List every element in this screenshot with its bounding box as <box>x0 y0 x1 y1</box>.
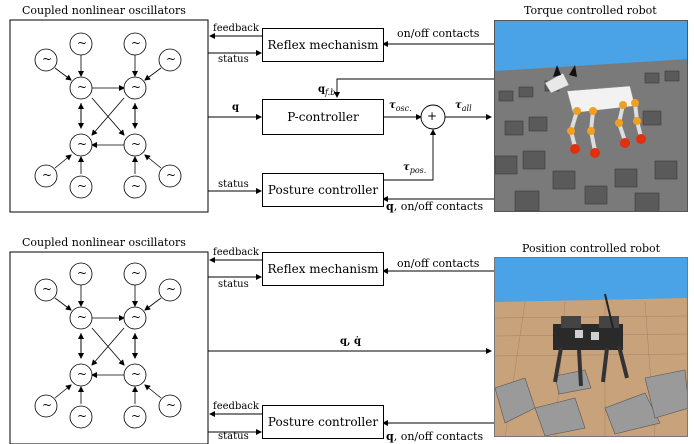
bottom-robot-scene <box>494 257 688 437</box>
top-label-tau-all: τall <box>455 100 472 113</box>
top-p-controller-box: P-controller <box>262 99 384 135</box>
top-reflex-mechanism-box: Reflex mechanism <box>262 28 384 62</box>
bottom-label-feedback-reflex: feedback <box>213 247 259 258</box>
osc-tilde: ~ <box>166 282 177 296</box>
torque-robot <box>544 65 646 158</box>
top-diagram-lines <box>9 19 494 213</box>
position-robot <box>553 293 629 387</box>
osc-tilde: ~ <box>77 310 88 324</box>
top-robot-scene <box>494 20 688 212</box>
bottom-oscillator-links <box>54 285 162 404</box>
osc-tilde: ~ <box>42 52 53 66</box>
osc-tilde: ~ <box>131 266 142 280</box>
osc-tilde: ~ <box>166 52 177 66</box>
bottom-oscillators-title: Coupled nonlinear oscillators <box>22 236 186 249</box>
bottom-label-q-contacts: q, on/off contacts <box>386 430 484 443</box>
top-sum-symbol: + <box>427 109 438 123</box>
osc-tilde: ~ <box>131 36 142 50</box>
top-label-q-fb: qf.b. <box>318 84 338 97</box>
osc-tilde: ~ <box>131 409 142 423</box>
osc-tilde: ~ <box>131 80 142 94</box>
bottom-oscillator-symbols: ~ ~ ~ ~ ~ ~ ~ ~ ~ ~ ~ ~ <box>0 222 220 444</box>
osc-tilde: ~ <box>77 137 88 151</box>
torque-robot-image <box>495 21 687 211</box>
top-oscillator-symbols: ~ ~ ~ ~ ~ ~ ~ ~ ~ ~ ~ ~ <box>0 0 220 222</box>
top-label-tau-osc: τosc. <box>389 100 412 113</box>
osc-tilde: ~ <box>77 409 88 423</box>
osc-tilde: ~ <box>166 168 177 182</box>
top-label-status-reflex: status <box>218 54 249 65</box>
bottom-diagram-lines <box>9 251 494 444</box>
top-label-status-posture: status <box>218 179 249 190</box>
bottom-label-onoff-contacts: on/off contacts <box>397 257 480 270</box>
top-label-onoff-contacts: on/off contacts <box>397 27 480 40</box>
top-label-q: q <box>232 102 239 113</box>
osc-tilde: ~ <box>42 398 53 412</box>
osc-tilde: ~ <box>77 367 88 381</box>
osc-tilde: ~ <box>131 367 142 381</box>
osc-tilde: ~ <box>131 137 142 151</box>
bottom-robot-title: Position controlled robot <box>522 242 661 255</box>
osc-tilde: ~ <box>42 168 53 182</box>
top-oscillator-nodes <box>34 32 182 199</box>
position-robot-image <box>495 258 687 436</box>
top-label-feedback: feedback <box>213 23 259 34</box>
osc-tilde: ~ <box>42 282 53 296</box>
osc-tilde: ~ <box>166 398 177 412</box>
osc-tilde: ~ <box>77 36 88 50</box>
osc-tilde: ~ <box>131 179 142 193</box>
bottom-label-status-posture: status <box>218 431 249 442</box>
osc-tilde: ~ <box>131 310 142 324</box>
bottom-label-q-qdot: q, q̇ <box>340 336 361 347</box>
bottom-reflex-mechanism-box: Reflex mechanism <box>262 252 384 286</box>
top-posture-controller-box: Posture controller <box>262 173 384 207</box>
osc-tilde: ~ <box>77 80 88 94</box>
top-robot-title: Torque controlled robot <box>524 4 657 17</box>
bottom-oscillator-nodes <box>34 262 182 429</box>
bottom-posture-controller-box: Posture controller <box>262 405 384 439</box>
bottom-label-feedback-posture: feedback <box>213 401 259 412</box>
top-label-q-contacts: q, on/off contacts <box>386 200 484 213</box>
osc-tilde: ~ <box>77 266 88 280</box>
osc-tilde: ~ <box>77 179 88 193</box>
top-oscillators-title: Coupled nonlinear oscillators <box>22 4 186 17</box>
bottom-label-status-reflex: status <box>218 279 249 290</box>
top-label-tau-pos: τpos. <box>403 162 427 175</box>
top-oscillator-links <box>54 55 162 174</box>
